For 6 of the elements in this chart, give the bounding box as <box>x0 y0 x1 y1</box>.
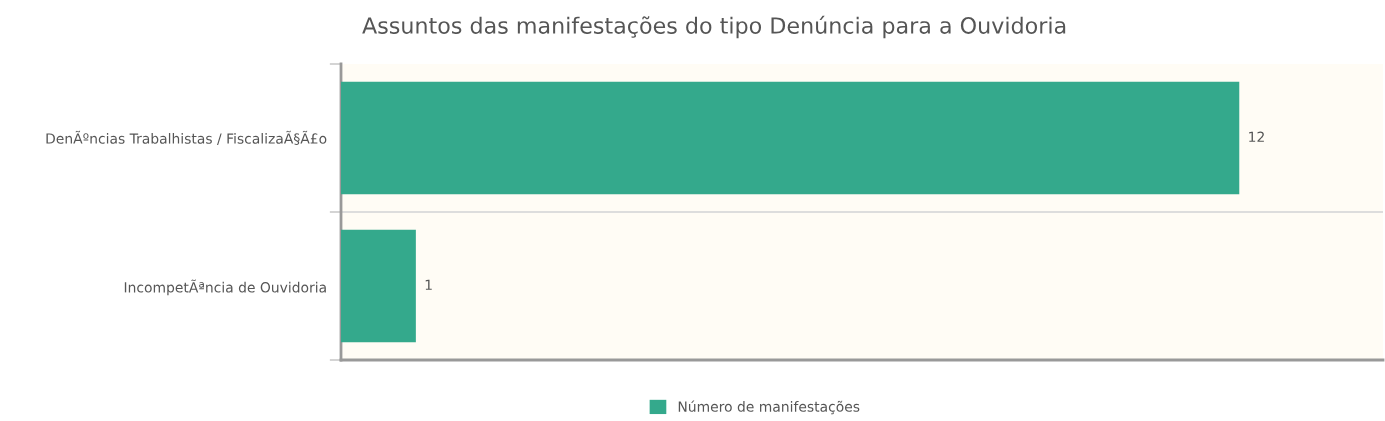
y-tick-label: DenÃºncias Trabalhistas / FiscalizaÃ§Ã£o <box>46 130 327 145</box>
data-label: 1 <box>425 279 432 290</box>
legend-label: Número de manifestações <box>678 400 860 415</box>
y-tick-label: IncompetÃªncia de Ouvidoria <box>124 279 326 296</box>
data-label: 12 <box>1249 131 1264 142</box>
chart-title: Assuntos das manifestações do tipo Denúncia para a Ouvidoria <box>362 15 1066 39</box>
